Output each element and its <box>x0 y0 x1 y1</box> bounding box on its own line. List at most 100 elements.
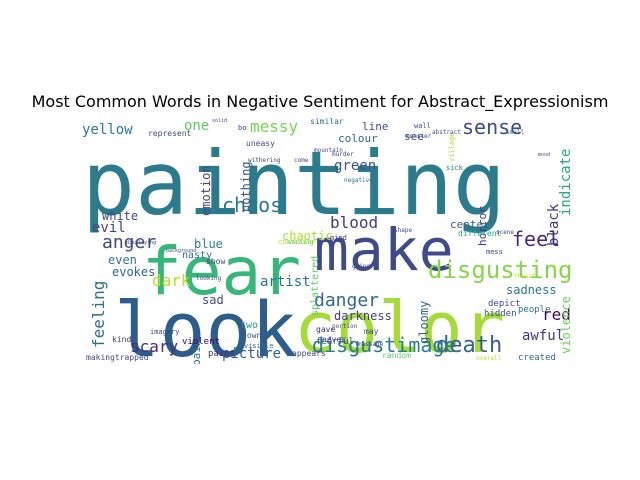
word-abstract: abstract <box>432 129 461 136</box>
word-splattered: splattered <box>310 256 321 316</box>
word-scary: scary <box>130 337 179 356</box>
word-nothing: nothing <box>239 161 253 212</box>
word-threat: threat <box>514 273 536 280</box>
word-line: line <box>362 120 389 133</box>
word-withering: withering <box>248 157 281 164</box>
word-small: small <box>506 129 524 136</box>
word-town: town <box>242 331 261 340</box>
word-color: color <box>294 287 505 364</box>
word-background: background <box>166 248 196 254</box>
word-feel: feel <box>512 227 560 251</box>
word-chaos: chaos <box>222 193 282 217</box>
word-makingtrapped: makingtrapped <box>86 353 149 362</box>
word-nasty: nasty <box>182 250 212 261</box>
word-blood: blood <box>330 213 378 232</box>
word-hidden: hidden <box>484 309 517 319</box>
word-visible: visible <box>244 342 274 350</box>
word-uneasy: uneasy <box>246 139 275 148</box>
word-violence: violence <box>559 296 573 354</box>
word-center: center <box>450 218 490 231</box>
word-painting: painting <box>82 132 506 235</box>
word-wall: wall <box>414 122 431 130</box>
word-death: death <box>436 333 502 358</box>
word-awful: awful <box>522 328 564 344</box>
word-come: come <box>294 157 309 164</box>
word-one: one <box>184 118 209 134</box>
word-yellow: yellow <box>82 122 133 138</box>
word-emotion: emotion <box>199 165 213 216</box>
word-colour: colour <box>338 132 378 145</box>
word-messy: messy <box>250 117 299 136</box>
word-green: green <box>334 158 376 174</box>
word-blue: blue <box>194 237 223 251</box>
word-appears: appears <box>292 349 326 358</box>
word-going: going <box>352 263 370 270</box>
word-fear: fear <box>142 233 301 310</box>
word-evil: evil <box>92 220 126 236</box>
word-gloomy: gloomy <box>417 301 431 344</box>
word-village: village <box>448 132 456 162</box>
word-red: red <box>542 305 571 324</box>
word-chaotic: chaotic <box>282 229 333 243</box>
word-show: show <box>206 257 225 266</box>
word-pain: pain <box>190 340 203 365</box>
word-may: may <box>364 327 379 336</box>
word-represent: represent <box>148 129 192 138</box>
word-murder: murder <box>332 151 354 158</box>
word-mountain: mountain <box>314 147 343 154</box>
word-dark: dark <box>152 271 191 290</box>
word-horror: horror <box>476 206 489 246</box>
word-mind: mind <box>330 234 347 242</box>
word-random: random <box>382 351 411 360</box>
word-even: even <box>108 253 137 267</box>
word-created: created <box>518 353 556 363</box>
word-warning: warning <box>288 239 314 246</box>
word-scene: scene <box>496 229 514 236</box>
word-mood: mood <box>538 152 550 158</box>
word-indicate: indicate <box>558 149 574 216</box>
word-fearful: fearful <box>316 337 354 347</box>
word-people: people <box>518 305 551 315</box>
word-sense: sense <box>462 116 522 139</box>
word-darkness: darkness <box>334 309 392 323</box>
word-sadness: sadness <box>506 283 557 297</box>
word-gave: gave <box>316 325 335 334</box>
word-displaying: displaying <box>126 240 156 246</box>
word-kind: kind <box>112 335 131 344</box>
word-overall: overall <box>476 355 502 362</box>
word-artist: artist <box>260 274 311 290</box>
word-portion: portion <box>332 323 358 330</box>
word-shape: shape <box>394 227 412 234</box>
word-violent: violent <box>182 337 220 347</box>
word-different: different <box>458 229 502 238</box>
word-feeling: feeling <box>89 281 108 348</box>
word-massage: massage <box>358 341 384 348</box>
word-evokes: evokes <box>112 265 155 279</box>
word-disgusting: disgusting <box>428 256 573 284</box>
word-never: never <box>322 335 346 344</box>
word-solid: solid <box>212 118 227 124</box>
word-disgustimage: disgustimage <box>312 333 457 357</box>
word-two: two <box>240 320 258 331</box>
word-danger: danger <box>314 290 379 311</box>
word-see: see <box>404 130 424 143</box>
word-sick: sick <box>446 164 464 172</box>
word-sad: sad <box>202 293 224 307</box>
word-make: make <box>314 216 454 284</box>
word-black: black <box>546 203 562 246</box>
word-looking: looking <box>196 275 222 282</box>
word-imagery: imagery <box>150 328 180 336</box>
word-look: look <box>114 285 297 364</box>
word-white: white <box>102 209 138 223</box>
word-negative: negative <box>344 177 373 184</box>
word-bo: bo <box>238 124 246 132</box>
word-depict: depict <box>488 299 521 309</box>
word-anger: anger <box>102 232 156 253</box>
word-monster: monster <box>406 133 432 140</box>
word-cloud: painting fear look color make disgusting death… <box>82 116 576 364</box>
word-mess: mess <box>486 248 503 256</box>
word-confusion: confusion <box>278 238 316 246</box>
word-similar: similar <box>310 117 344 126</box>
word-paint: paint <box>208 349 235 359</box>
chart-title: Most Common Words in Negative Sentiment … <box>31 92 609 111</box>
